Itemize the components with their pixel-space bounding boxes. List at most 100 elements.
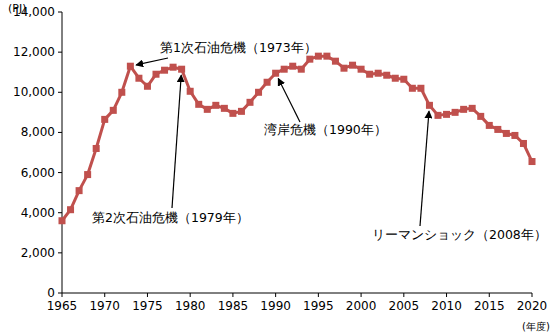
y-tick [58,52,62,53]
data-point [281,66,288,73]
x-tick [446,293,447,297]
data-point [187,88,194,95]
data-point [161,67,168,74]
annotation: 湾岸危機（1990年） [264,122,387,137]
data-point [494,126,501,133]
plot-area [59,53,536,225]
y-tick [58,12,62,13]
data-point [477,113,484,120]
annotation: 第1次石油危機（1973年） [160,40,317,55]
x-tick [190,293,191,297]
y-tick-label: 4,000 [21,206,55,220]
data-point [272,70,279,77]
x-tick [104,293,105,297]
data-point [289,63,296,70]
data-point [59,217,66,224]
data-point [238,108,245,115]
data-point [520,140,527,147]
data-point [323,53,330,60]
annotation: リーマンショック（2008年） [372,227,547,242]
annotation-arrow [136,58,168,65]
x-tick [232,293,233,297]
y-tick [58,132,62,133]
data-point [229,110,236,117]
data-point [426,102,433,109]
y-axis-label: (PJ) [8,2,26,15]
x-tick [361,293,362,297]
y-tick-label: 10,000 [13,85,55,99]
y-tick [58,92,62,93]
data-point [306,56,313,63]
x-tick [275,293,276,297]
data-point [486,122,493,129]
data-point [247,99,254,106]
x-tick-label: 2020 [517,299,548,313]
x-tick [147,293,148,297]
data-point [469,105,476,112]
data-point [101,116,108,123]
x-tick [532,293,533,297]
y-tick-label: 12,000 [13,45,55,59]
y-tick-label: 2,000 [21,246,55,260]
y-tick-label: 0 [47,286,55,300]
x-tick-label: 2010 [431,299,462,313]
y-tick [58,212,62,213]
data-point [153,71,160,78]
data-point [195,101,202,108]
data-line [62,56,532,221]
data-point [460,106,467,113]
data-point [332,58,339,65]
x-tick-label: 1970 [89,299,120,313]
data-point [511,132,518,139]
x-tick-label: 1985 [218,299,249,313]
x-tick-label: 1995 [303,299,334,313]
data-point [212,102,219,109]
annotation-arrow [172,75,181,208]
data-point [366,71,373,78]
data-point [417,85,424,92]
data-point [170,64,177,71]
data-point [84,171,91,178]
y-tick-label: 8,000 [21,125,55,139]
data-point [392,75,399,82]
data-point [178,66,185,73]
x-tick-label: 1980 [175,299,206,313]
data-point [67,206,74,213]
x-tick-label: 2015 [474,299,505,313]
data-point [110,107,117,114]
data-point [144,83,151,90]
x-tick-label: 1965 [47,299,78,313]
data-point [93,145,100,152]
data-point [264,79,271,86]
data-point [76,187,83,194]
data-point [435,112,442,119]
data-point [127,63,134,70]
annotation-arrow [278,79,300,122]
y-tick [58,252,62,253]
data-point [349,62,356,69]
data-point [409,85,416,92]
data-point [221,105,228,112]
data-point [255,89,262,96]
data-point [443,111,450,118]
x-tick-label: 2000 [346,299,377,313]
x-tick-label: 1990 [260,299,291,313]
annotation: 第2次石油危機（1979年） [92,210,249,225]
data-point [118,89,125,96]
x-axis [62,293,532,294]
data-point [135,75,142,82]
x-tick [318,293,319,297]
y-tick-label: 6,000 [21,166,55,180]
x-tick-label: 1975 [132,299,163,313]
annotation-arrow [420,111,429,226]
data-point [529,158,536,165]
x-tick-label: 2005 [389,299,420,313]
y-tick [58,172,62,173]
x-tick [489,293,490,297]
y-axis [62,12,63,293]
data-point [452,109,459,116]
data-point [204,106,211,113]
data-point [503,130,510,137]
data-point [375,70,382,77]
x-axis-label: (年度) [522,321,550,332]
